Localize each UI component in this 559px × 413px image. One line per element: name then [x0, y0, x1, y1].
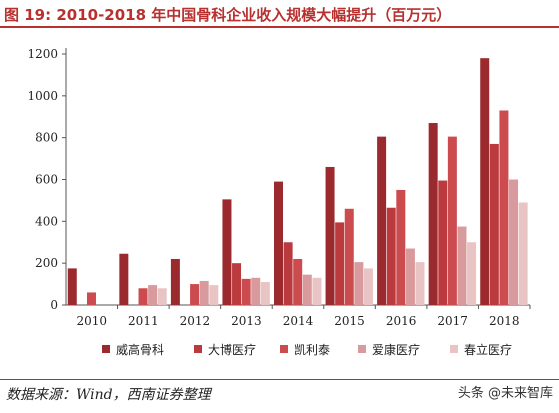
bar — [415, 262, 425, 305]
bottom-divider — [0, 379, 559, 380]
chart-axes: 0 200 400 600 800 1000 1200 2010 2011 2012 2013 201… — [27, 47, 531, 328]
bar — [138, 288, 148, 305]
y-tick-label: 0 — [50, 298, 58, 312]
bar — [335, 222, 345, 305]
bar — [386, 207, 396, 305]
bar — [363, 268, 373, 305]
bar — [283, 242, 293, 305]
y-tick-label: 600 — [35, 173, 58, 187]
bar — [438, 180, 448, 305]
bar — [222, 199, 232, 305]
bar — [354, 262, 364, 305]
bar — [312, 277, 322, 305]
legend-label: 凯利泰 — [294, 343, 330, 357]
watermark-text: 头条 @未来智库 — [457, 386, 553, 401]
x-tick-label: 2015 — [334, 314, 365, 328]
bar — [241, 278, 251, 305]
bar — [86, 292, 96, 305]
bar — [467, 242, 477, 305]
chart-title: 图 19: 2010-2018 年中国骨科企业收入规模大幅提升（百万元） — [4, 6, 452, 24]
legend-swatch — [358, 345, 366, 353]
y-tick-label: 800 — [35, 131, 58, 145]
bar — [344, 208, 354, 305]
chart: 0 200 400 600 800 1000 1200 2010 2011 2012 2013 201… — [27, 47, 531, 357]
bar — [489, 143, 499, 305]
bar — [377, 136, 387, 305]
bar — [396, 189, 406, 305]
source-note: 数据来源：Wind，西南证券整理 — [6, 387, 211, 403]
chart-bars — [67, 58, 528, 306]
x-tick-label: 2018 — [489, 314, 520, 328]
bar — [457, 226, 467, 305]
legend-label: 春立医疗 — [464, 342, 512, 357]
legend-swatch — [194, 345, 202, 353]
bar — [447, 136, 457, 305]
bar — [260, 281, 270, 305]
y-tick-label: 1200 — [27, 47, 58, 61]
chart-legend: 威高骨科 大博医疗 凯利泰 爱康医疗 春立医疗 — [102, 342, 512, 357]
x-tick-label: 2011 — [128, 314, 159, 328]
bar — [148, 285, 158, 305]
bar — [170, 258, 180, 305]
bar — [251, 277, 261, 305]
x-tick-label: 2013 — [231, 314, 262, 328]
y-tick-label: 400 — [35, 214, 58, 228]
bar — [499, 110, 509, 305]
bar — [509, 179, 519, 305]
bar — [480, 58, 490, 305]
bar — [67, 268, 77, 305]
legend-label: 爱康医疗 — [372, 342, 420, 357]
x-tick-label: 2012 — [180, 314, 211, 328]
bar — [293, 258, 303, 305]
x-tick-label: 2016 — [386, 314, 417, 328]
bar — [428, 123, 438, 306]
y-tick-label: 200 — [35, 256, 58, 270]
bar — [190, 284, 200, 305]
legend-label: 大博医疗 — [208, 342, 256, 357]
bar — [232, 263, 242, 305]
bar — [302, 274, 312, 305]
legend-swatch — [280, 345, 288, 353]
legend-swatch — [450, 345, 458, 353]
bar — [157, 288, 167, 305]
legend-label: 威高骨科 — [116, 342, 164, 357]
bar — [119, 253, 129, 305]
bar — [325, 166, 335, 305]
bar — [199, 280, 209, 305]
title-bar: 图 19: 2010-2018 年中国骨科企业收入规模大幅提升（百万元） — [0, 0, 559, 28]
y-tick-label: 1000 — [27, 89, 58, 103]
x-tick-label: 2017 — [437, 314, 468, 328]
legend-swatch — [102, 345, 110, 353]
bar — [274, 181, 283, 305]
bar — [209, 285, 219, 305]
x-tick-label: 2010 — [77, 314, 108, 328]
bar — [518, 202, 528, 305]
bar — [405, 248, 415, 305]
x-tick-label: 2014 — [283, 314, 314, 328]
